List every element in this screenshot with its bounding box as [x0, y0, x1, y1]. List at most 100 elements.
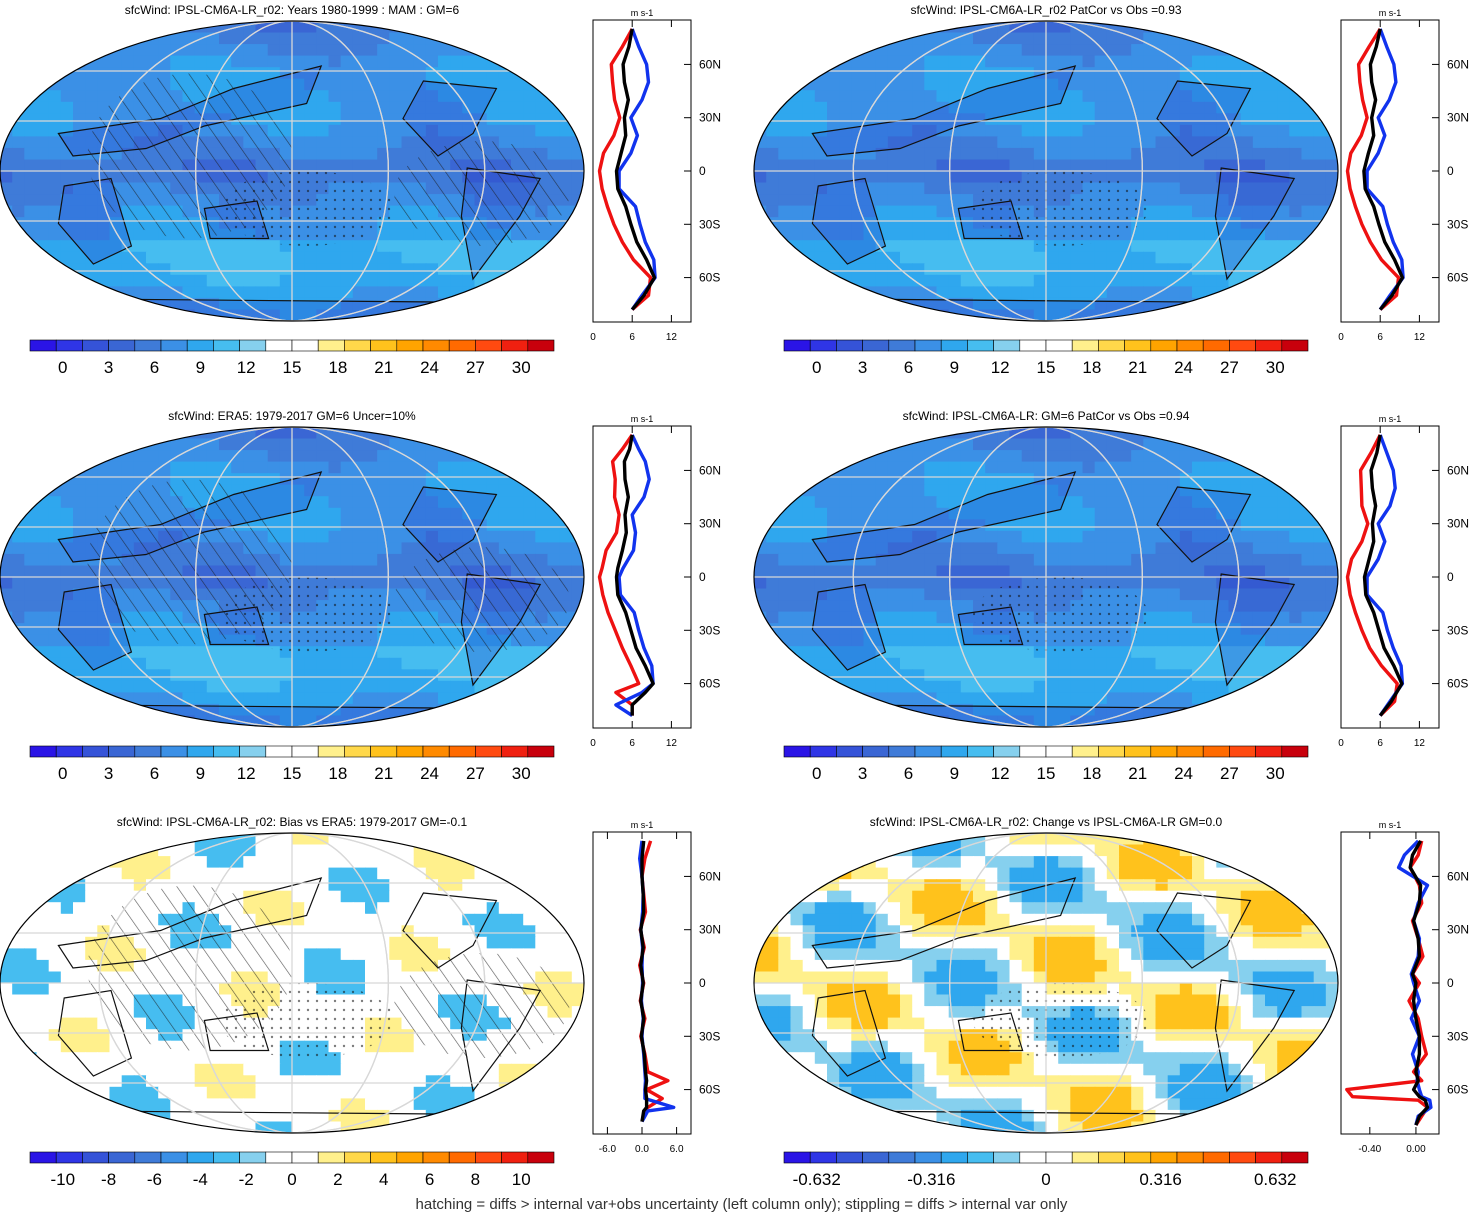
- map-cell: [827, 217, 840, 230]
- map-cell: [851, 297, 865, 310]
- map-cell: [571, 438, 584, 451]
- map-cell: [851, 623, 865, 636]
- map-cell: [1021, 55, 1035, 68]
- map-cell: [900, 90, 913, 103]
- map-cell: [1094, 274, 1108, 287]
- map-cell: [316, 44, 330, 57]
- map-cell: [1204, 588, 1217, 601]
- map-cell: [24, 309, 38, 321]
- map-cell: [316, 101, 330, 114]
- map-cell: [511, 450, 524, 463]
- map-cell: [328, 101, 342, 114]
- map-cell: [1313, 450, 1327, 463]
- map-cell: [839, 600, 852, 613]
- map-cell: [109, 240, 123, 253]
- map-cell: [36, 530, 50, 543]
- map-cell: [1265, 159, 1278, 172]
- map-cell: [900, 240, 913, 253]
- map-cell: [1058, 101, 1071, 114]
- map-cell: [1033, 286, 1047, 299]
- map-cell: [523, 461, 536, 474]
- map-cell: [1301, 427, 1315, 440]
- map-cell: [523, 263, 536, 276]
- map-cell: [875, 600, 889, 613]
- map-cell: [1155, 136, 1169, 149]
- map-cell: [778, 530, 792, 543]
- map-cell: [133, 669, 147, 682]
- map-cell: [133, 692, 147, 705]
- map-cell: [960, 55, 974, 68]
- map-cell: [1021, 44, 1035, 57]
- map-cell: [997, 473, 1011, 486]
- map-cell: [547, 101, 561, 114]
- map-cell: [133, 646, 147, 659]
- map-cell: [875, 263, 889, 276]
- map-cell: [12, 553, 25, 566]
- map-cell: [900, 496, 913, 509]
- map-cell: [12, 484, 25, 497]
- map-cell: [12, 286, 25, 299]
- map-cell: [1301, 136, 1315, 149]
- map-cell: [827, 32, 840, 45]
- map-cell: [1021, 113, 1035, 126]
- map-cell: [1325, 159, 1338, 172]
- map-cell: [1155, 600, 1169, 613]
- map-cell: [304, 113, 317, 126]
- map-cell: [365, 171, 378, 184]
- map-cell: [1143, 657, 1157, 670]
- map-cell: [377, 274, 390, 287]
- map-cell: [85, 194, 98, 207]
- map-cell: [85, 78, 98, 91]
- map-cell: [559, 309, 573, 321]
- map-cell: [24, 32, 38, 45]
- map-cell: [0, 67, 13, 80]
- map-cell: [73, 228, 86, 241]
- map-cell: [1021, 159, 1035, 172]
- map-cell: [182, 274, 196, 287]
- map-cell: [365, 507, 378, 520]
- map-cell: [936, 577, 950, 590]
- map-cell: [1155, 577, 1169, 590]
- map-cell: [243, 55, 257, 68]
- map-cell: [1058, 67, 1071, 80]
- map-cell: [887, 600, 901, 613]
- profile-y-tick-label: 30N: [1447, 111, 1469, 125]
- map-cell: [887, 646, 901, 659]
- profile-y-tick-label: 60N: [1447, 57, 1469, 71]
- map-cell: [511, 703, 524, 716]
- map-cell: [1082, 496, 1096, 509]
- map-cell: [1265, 101, 1278, 114]
- map-cell: [1325, 113, 1338, 126]
- map-cell: [1058, 657, 1071, 670]
- map-cell: [936, 90, 950, 103]
- map-cell: [924, 496, 938, 509]
- map-cell: [97, 669, 111, 682]
- map-cell: [109, 55, 123, 68]
- map-cell: [948, 646, 962, 659]
- map-cell: [206, 461, 220, 474]
- map-cell: [389, 519, 403, 532]
- map-cell: [936, 623, 950, 636]
- map-cell: [1313, 78, 1327, 91]
- map-cell: [827, 78, 840, 91]
- map-cell: [1070, 147, 1084, 160]
- map-cell: [1070, 55, 1084, 68]
- map-cell: [133, 473, 147, 486]
- map-cell: [352, 67, 366, 80]
- map-cell: [1252, 600, 1266, 613]
- map-cell: [535, 542, 549, 555]
- map-cell: [1216, 78, 1230, 91]
- map-cell: [900, 67, 913, 80]
- map-cell: [802, 274, 816, 287]
- map-cell: [1058, 159, 1071, 172]
- map-cell: [24, 55, 38, 68]
- map-cell: [1192, 159, 1205, 172]
- map-cell: [304, 274, 317, 287]
- map-cell: [279, 32, 293, 45]
- map-cell: [1143, 228, 1157, 241]
- map-cell: [0, 101, 13, 114]
- map-cell: [1301, 438, 1315, 451]
- map-cell: [425, 646, 439, 659]
- map-cell: [48, 205, 62, 218]
- map-cell: [365, 577, 378, 590]
